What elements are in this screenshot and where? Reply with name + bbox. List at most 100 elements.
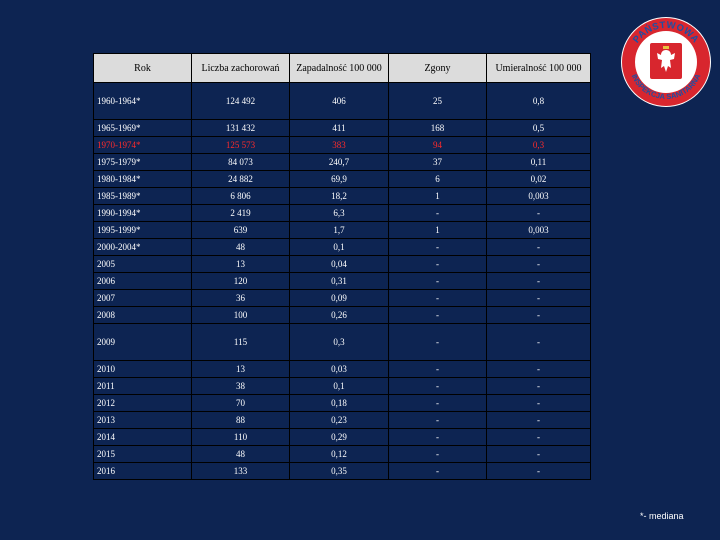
cell-zgony: - (388, 360, 487, 378)
table-row: 1965-1969* 131 432 411 168 0,5 (93, 119, 591, 137)
cell-liczba-zachorowan: 36 (191, 289, 290, 307)
table-row: 2015 48 0,12- - (93, 445, 591, 463)
cell-zgony: 94 (388, 136, 487, 154)
cell-umieralnosc: - (486, 272, 591, 290)
cell-zgony: - (388, 272, 487, 290)
header-zapadalnosc: Zapadalność 100 000 (289, 53, 389, 83)
table-row: 2010 13 0,03- - (93, 360, 591, 378)
cell-liczba-zachorowan: 110 (191, 428, 290, 446)
cell-zgony: - (388, 323, 487, 361)
cell-rok: 2012 (93, 394, 192, 412)
cell-umieralnosc: - (486, 445, 591, 463)
cell-zapadalnosc: 0,12 (289, 445, 389, 463)
cell-umieralnosc: - (486, 394, 591, 412)
cell-rok: 2015 (93, 445, 192, 463)
cell-umieralnosc: - (486, 306, 591, 324)
cell-zgony: - (388, 306, 487, 324)
cell-liczba-zachorowan: 38 (191, 377, 290, 395)
cell-rok: 2013 (93, 411, 192, 429)
cell-rok: 2014 (93, 428, 192, 446)
cell-rok: 2010 (93, 360, 192, 378)
cell-liczba-zachorowan: 100 (191, 306, 290, 324)
cell-zapadalnosc: 0,04 (289, 255, 389, 273)
cell-zgony: 168 (388, 119, 487, 137)
cell-zgony: - (388, 289, 487, 307)
cell-rok: 2009 (93, 323, 192, 361)
cell-umieralnosc: - (486, 411, 591, 429)
cell-zapadalnosc: 0,1 (289, 377, 389, 395)
table-row: 1970-1974* 125 573 383 94 0,3 (93, 136, 591, 154)
cell-zapadalnosc: 0,18 (289, 394, 389, 412)
cell-umieralnosc: - (486, 377, 591, 395)
cell-zgony: 1 (388, 187, 487, 205)
cell-liczba-zachorowan: 84 073 (191, 153, 290, 171)
header-rok: Rok (93, 53, 192, 83)
cell-zgony: 1 (388, 221, 487, 239)
cell-rok: 1965-1969* (93, 119, 192, 137)
table-row: 1995-1999* 639 1,7 1 0,003 (93, 221, 591, 239)
cell-zapadalnosc: 406 (289, 82, 389, 120)
cell-zgony: 37 (388, 153, 487, 171)
cell-zapadalnosc: 383 (289, 136, 389, 154)
cell-rok: 1970-1974* (93, 136, 192, 154)
cell-liczba-zachorowan: 6 806 (191, 187, 290, 205)
table-row: 1980-1984* 24 882 69,9 6 0,02 (93, 170, 591, 188)
cell-umieralnosc: 0,02 (486, 170, 591, 188)
cell-umieralnosc: 0,3 (486, 136, 591, 154)
cell-rok: 2000-2004* (93, 238, 192, 256)
cell-rok: 2008 (93, 306, 192, 324)
cell-liczba-zachorowan: 115 (191, 323, 290, 361)
cell-rok: 2006 (93, 272, 192, 290)
cell-rok: 1985-1989* (93, 187, 192, 205)
cell-zgony: - (388, 445, 487, 463)
table-row: 2009 115 0,3- - (93, 323, 591, 361)
cell-liczba-zachorowan: 131 432 (191, 119, 290, 137)
table-row: 1990-1994* 2 419 6,3- - (93, 204, 591, 222)
cell-liczba-zachorowan: 124 492 (191, 82, 290, 120)
cell-rok: 1960-1964* (93, 82, 192, 120)
cell-umieralnosc: - (486, 289, 591, 307)
footnote-mediana: *- mediana (640, 511, 684, 521)
cell-zapadalnosc: 0,03 (289, 360, 389, 378)
cell-umieralnosc: - (486, 255, 591, 273)
table-row: 2008 100 0,26- - (93, 306, 591, 324)
cell-rok: 2007 (93, 289, 192, 307)
table-row: 2007 36 0,09- - (93, 289, 591, 307)
cell-zgony: - (388, 255, 487, 273)
cell-zgony: - (388, 204, 487, 222)
cell-zapadalnosc: 240,7 (289, 153, 389, 171)
cell-zapadalnosc: 18,2 (289, 187, 389, 205)
table-row: 2011 38 0,1- - (93, 377, 591, 395)
table-header-row: Rok Liczba zachorowań Zapadalność 100 00… (93, 53, 591, 83)
cell-zgony: 25 (388, 82, 487, 120)
cell-liczba-zachorowan: 133 (191, 462, 290, 480)
cell-zapadalnosc: 69,9 (289, 170, 389, 188)
cell-zgony: - (388, 462, 487, 480)
cell-zapadalnosc: 0,1 (289, 238, 389, 256)
cell-zgony: - (388, 428, 487, 446)
cell-liczba-zachorowan: 125 573 (191, 136, 290, 154)
cell-zapadalnosc: 0,31 (289, 272, 389, 290)
table-row: 1985-1989* 6 806 18,2 1 0,003 (93, 187, 591, 205)
cell-zapadalnosc: 0,35 (289, 462, 389, 480)
cell-rok: 1980-1984* (93, 170, 192, 188)
cell-umieralnosc: - (486, 204, 591, 222)
cell-zapadalnosc: 1,7 (289, 221, 389, 239)
cell-liczba-zachorowan: 2 419 (191, 204, 290, 222)
table-body: 1960-1964* 124 492 406 25 0,8 1965-1969* 131 4… (93, 82, 591, 480)
cell-rok: 2011 (93, 377, 192, 395)
cell-liczba-zachorowan: 24 882 (191, 170, 290, 188)
cell-umieralnosc: - (486, 238, 591, 256)
cell-rok: 1990-1994* (93, 204, 192, 222)
cell-umieralnosc: - (486, 428, 591, 446)
cell-zapadalnosc: 0,26 (289, 306, 389, 324)
cell-zgony: - (388, 238, 487, 256)
cell-liczba-zachorowan: 48 (191, 445, 290, 463)
table-row: 1975-1979* 84 073 240,7 37 0,11 (93, 153, 591, 171)
table-row: 2006 120 0,31- - (93, 272, 591, 290)
cell-umieralnosc: 0,11 (486, 153, 591, 171)
table-row: 2005 13 0,04- - (93, 255, 591, 273)
cell-umieralnosc: 0,8 (486, 82, 591, 120)
cell-zapadalnosc: 0,29 (289, 428, 389, 446)
